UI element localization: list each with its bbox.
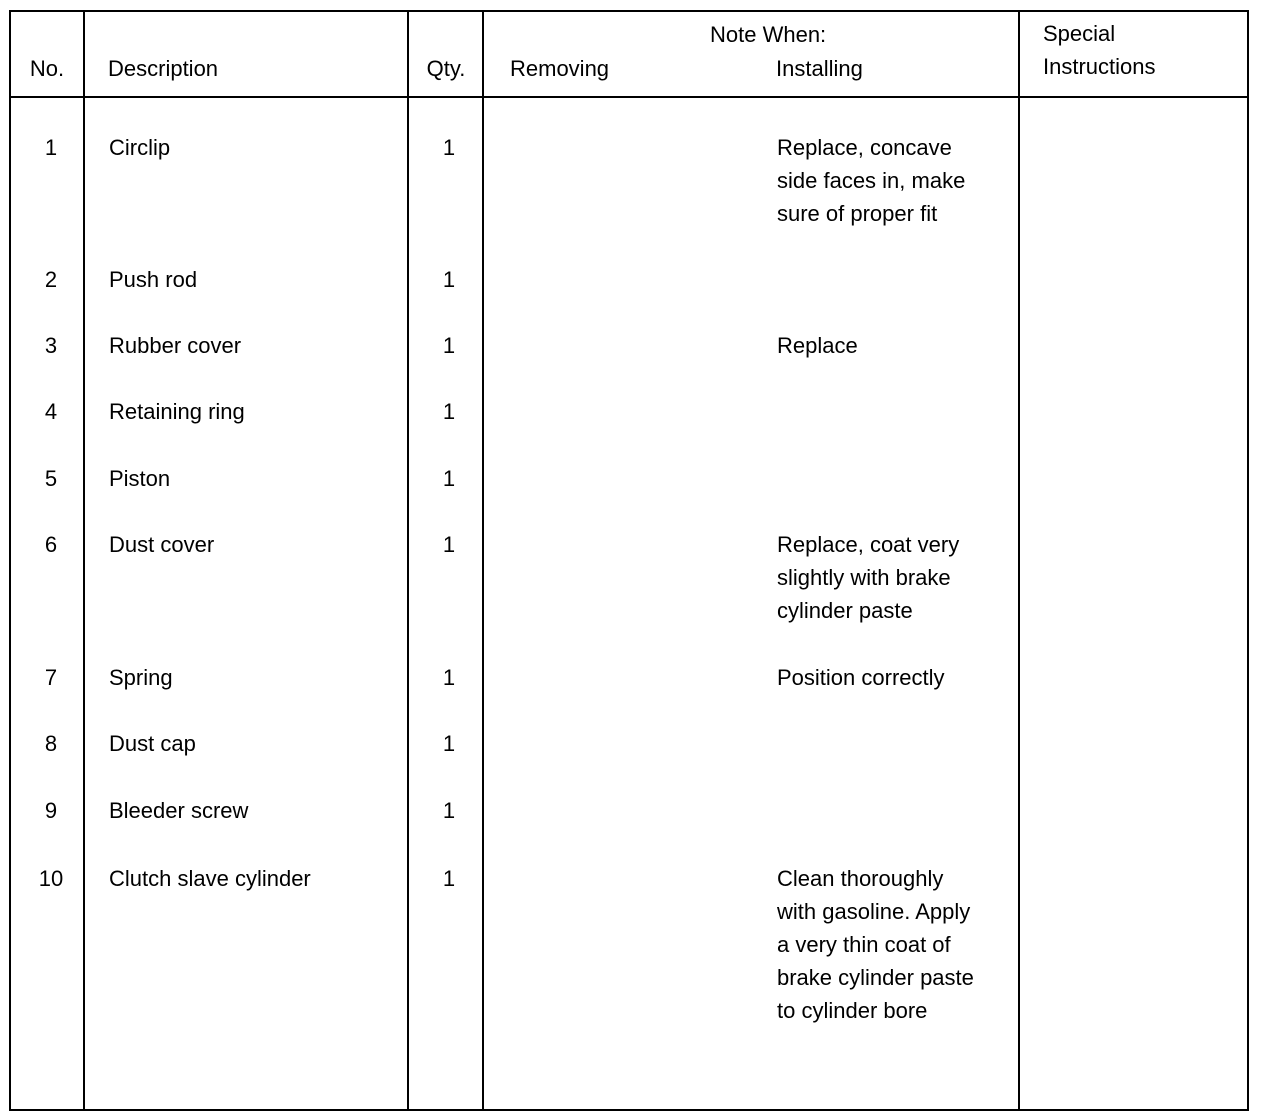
row-description: Bleeder screw [109,798,249,823]
header-note-when: Note When: [710,22,827,47]
row-installing: Replace, coat very slightly with brake c… [777,532,960,623]
row-description: Dust cover [109,532,215,557]
header-removing: Removing [510,56,610,81]
row-qty: 1 [442,333,456,358]
row-number: 4 [44,399,58,424]
header-description: Description [108,56,219,81]
row-installing: Position correctly [777,665,945,690]
row-number: 8 [44,731,58,756]
row-description: Rubber cover [109,333,242,358]
row-qty: 1 [442,267,456,292]
header-no: No. [29,56,65,81]
header-special-instructions: Special Instructions [1043,21,1156,79]
header-installing: Installing [776,56,863,81]
row-installing: Replace, concave side faces in, make sur… [777,135,966,226]
column-divider [1018,10,1020,1109]
row-number: 5 [44,466,58,491]
table-frame [9,10,1249,1111]
row-number: 1 [44,135,58,160]
row-qty: 1 [442,866,456,891]
row-description: Circlip [109,135,171,160]
row-installing: Replace [777,333,858,358]
row-qty: 1 [442,665,456,690]
row-qty: 1 [442,731,456,756]
row-qty: 1 [442,798,456,823]
header-divider [9,96,1249,98]
column-divider [482,10,484,1109]
row-description: Dust cap [109,731,196,756]
row-number: 6 [44,532,58,557]
row-number: 9 [44,798,58,823]
header-qty: Qty. [426,56,466,81]
row-qty: 1 [442,399,456,424]
row-description: Spring [109,665,173,690]
row-number: 7 [44,665,58,690]
row-description: Piston [109,466,171,491]
row-number: 2 [44,267,58,292]
row-qty: 1 [442,466,456,491]
row-description: Push rod [109,267,198,292]
row-number: 10 [38,866,64,891]
row-description: Retaining ring [109,399,245,424]
row-qty: 1 [442,135,456,160]
row-installing: Clean thoroughly with gasoline. Apply a … [777,866,974,1023]
column-divider [407,10,409,1109]
row-description: Clutch slave cylinder [109,866,311,891]
row-number: 3 [44,333,58,358]
column-divider [83,10,85,1109]
row-qty: 1 [442,532,456,557]
